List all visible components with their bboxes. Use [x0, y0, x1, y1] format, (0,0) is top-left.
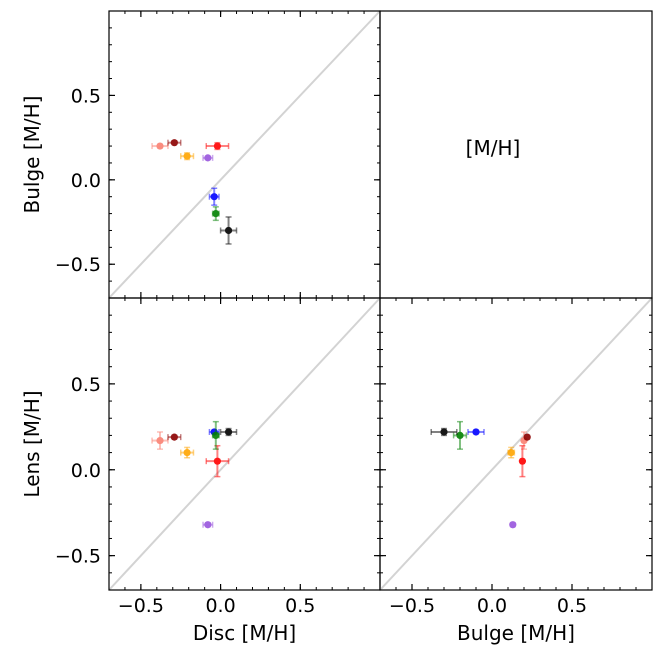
data-point-group [205, 141, 230, 151]
x-tick-label: −0.5 [118, 595, 164, 617]
panel-1: −0.5 0.0 0.5 Bulge [M/H] [20, 10, 381, 299]
data-point [204, 521, 212, 529]
data-point [210, 193, 218, 201]
x-tick-label: 0.5 [557, 595, 587, 617]
data-point-group [167, 433, 182, 441]
data-point-group [219, 216, 238, 245]
data-point-group [219, 427, 238, 437]
data-point [183, 152, 191, 160]
data-point [170, 139, 178, 147]
data-point-group [523, 433, 531, 441]
data-point-group [205, 444, 230, 478]
data-point-group [430, 427, 458, 437]
data-point-group [520, 431, 528, 450]
metallicity-annotation: [M/H] [466, 136, 521, 160]
data-point [440, 428, 448, 436]
x-tick-label: 0.5 [285, 595, 315, 617]
data-point-group [211, 206, 220, 222]
data-point [507, 448, 515, 457]
empty-panel-frame [379, 10, 653, 299]
data-point [156, 142, 164, 150]
y-tick-label: 0.0 [71, 460, 101, 482]
data-point [212, 431, 220, 440]
data-point [509, 521, 517, 529]
data-point-group [467, 428, 485, 436]
data-point-group [202, 521, 214, 529]
y-tick-label: 0.5 [71, 85, 101, 107]
data-point-group [179, 152, 195, 161]
data-point [212, 209, 220, 218]
y-tick-label: 0.0 [71, 170, 101, 192]
data-point [518, 457, 527, 465]
x-axis-label: Disc [M/H] [193, 621, 296, 645]
data-point [213, 142, 221, 150]
data-point-group [151, 431, 169, 450]
identity-line [379, 297, 653, 591]
identity-line [108, 10, 381, 299]
x-tick-label: 0.0 [477, 595, 507, 617]
data-point [213, 457, 221, 465]
y-tick-label: 0.5 [71, 374, 101, 396]
y-axis-label: Bulge [M/H] [20, 96, 44, 214]
data-point [456, 431, 464, 440]
x-tick-label: 0.0 [205, 595, 235, 617]
x-axis-label: Bulge [M/H] [457, 621, 575, 645]
data-point [204, 154, 212, 162]
data-point-group [167, 139, 182, 147]
data-point-group [518, 444, 527, 478]
data-point [523, 433, 531, 441]
data-point-group [208, 187, 220, 206]
identity-line [108, 297, 381, 591]
data-point-group [507, 446, 516, 459]
y-axis-label: Lens [M/H] [20, 390, 44, 497]
data-point-group [202, 154, 214, 162]
data-point-group [179, 446, 195, 459]
y-tick-label: −0.5 [55, 254, 101, 276]
data-point [224, 428, 233, 436]
data-point [156, 436, 164, 445]
data-point-group [452, 420, 468, 450]
data-point [183, 448, 191, 457]
data-point-group [151, 142, 169, 150]
data-point [224, 226, 233, 235]
data-point-group [211, 420, 220, 450]
data-point-group [509, 521, 517, 529]
panel-2: −0.5 −0.5 0.0 0.0 0.5 0.5 Disc [M/H] Lens [M/H] [20, 297, 381, 645]
data-point [472, 428, 480, 436]
y-tick-label: −0.5 [55, 546, 101, 568]
panel-3: −0.5 0.0 0.5 Bulge [M/H] [379, 297, 653, 645]
x-tick-label: −0.5 [389, 595, 435, 617]
data-point [170, 433, 178, 441]
